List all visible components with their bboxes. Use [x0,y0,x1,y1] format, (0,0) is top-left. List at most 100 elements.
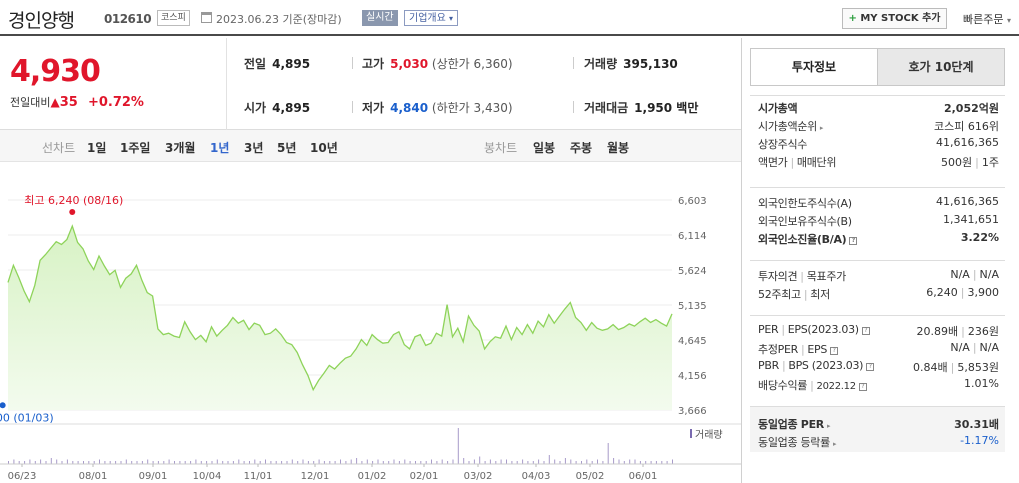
volume-bar [232,461,234,464]
info-value: 41,616,365 [936,136,999,149]
info-label: 외국인한도주식수(A) [758,197,852,210]
info-row[interactable]: PBR | BPS (2023.03)? 0.84배 | 5,853원 [750,357,1005,375]
info-row[interactable]: 시가총액순위 ▸ 코스피 616위 [750,116,1005,134]
price-chart[interactable]: 6,603 6,114 5,624 5,135 4,645 4,156 3,666 최고 6,… [0,162,741,483]
info-label: 투자의견 | 목표주가 [758,270,846,283]
help-icon[interactable]: ? [849,237,858,245]
volume-bar [195,459,197,464]
info-row[interactable]: PER | EPS(2023.03)? 20.89배 | 236원 [750,321,1005,339]
period-1w[interactable]: 1주일 [120,141,151,155]
period-5y[interactable]: 5년 [277,141,297,155]
volume-legend-swatch [690,429,692,438]
info-value: 3.22% [960,231,999,244]
divider [352,101,353,113]
info-value: 6,240 | 3,900 [926,286,999,299]
info-value: 1,341,651 [943,213,999,226]
y-tick-label: 4,156 [678,371,707,382]
volume-bar [431,459,432,464]
volume-bar [216,459,218,464]
high-marker [69,208,76,215]
period-1y[interactable]: 1년 [210,141,230,155]
volume-bar [484,461,486,464]
info-label: 액면가 | 매매단위 [758,156,837,169]
info-row[interactable]: 동일업종 PER ▸ 30.31배 [750,414,1005,432]
change-label: 전일대비 [10,96,51,109]
period-1d[interactable]: 1일 [87,141,107,155]
chevron-down-icon: ▾ [1006,16,1011,25]
info-block-opinion: 투자의견 | 목표주가 N/A | N/A 52주최고 | 최저 6,240 | 3,900 [750,260,1005,308]
volume-bar [29,459,31,464]
candle-monthly[interactable]: 월봉 [607,141,630,155]
info-value: 코스피 616위 [934,120,999,133]
add-mystock-button[interactable]: + MY STOCK 추가 [842,8,947,29]
volume-bar [115,461,117,464]
y-tick-label: 6,114 [678,231,707,242]
volume-bar [409,461,411,464]
info-row[interactable]: 외국인소진율(B/A)? 3.22% [750,229,1005,247]
help-icon[interactable]: ? [861,327,870,335]
help-icon[interactable]: ? [830,347,839,355]
volume-bar [120,461,122,464]
tab-orderbook-10[interactable]: 호가 10단계 [877,49,1004,85]
volume-bar [452,459,454,464]
volume-bar [522,459,524,464]
info-row[interactable]: 추정PER | EPS? N/A | N/A [750,339,1005,357]
stock-code: 012610 [104,12,152,26]
tab-investment-info[interactable]: 투자정보 [751,49,877,85]
realtime-button[interactable]: 실시간 [362,10,398,26]
volume-bar [141,461,143,464]
volume-bar [206,461,208,464]
volume-bar [382,461,384,464]
info-row: 투자의견 | 목표주가 N/A | N/A [750,266,1005,284]
volume-bar [77,461,79,464]
period-3m[interactable]: 3개월 [165,141,196,155]
low-marker [0,402,6,409]
volume-bar [356,458,358,464]
volume-bar [152,461,154,464]
chevron-right-icon: ▸ [819,124,824,132]
volume-bar [366,459,368,464]
volume-bar [500,459,502,464]
info-label: 상장주식수 [758,138,808,151]
volume-bar [131,461,133,464]
volume-bar [334,461,336,464]
candle-daily[interactable]: 일봉 [533,141,556,155]
x-tick-label: 12/01 [301,471,330,482]
info-value: -1.17% [960,434,999,447]
up-triangle-icon: ▲ [50,95,60,109]
volume-bar [532,461,534,464]
volume-bar [18,461,20,464]
volume-bar [554,459,556,464]
info-row[interactable]: 배당수익률 | 2022.12? 1.01% [750,375,1005,393]
info-row[interactable]: 동일업종 등락률 ▸ -1.17% [750,432,1005,450]
volume-bar [259,461,261,464]
company-overview-label: 기업개요 [409,13,446,24]
volume-bar [623,461,625,464]
help-icon[interactable]: ? [858,383,867,391]
info-block-valuation: PER | EPS(2023.03)? 20.89배 | 236원 추정PER | EPS? N… [750,315,1005,399]
info-label: 시가총액 [758,102,798,115]
volume-bar [88,461,90,464]
market-badge: 코스피 [157,10,190,26]
calendar-icon [201,12,212,23]
period-10y[interactable]: 10년 [310,141,338,155]
company-name: 경인양행 [8,10,75,32]
info-label: 52주최고 | 최저 [758,288,830,301]
stat-label: 전일 [244,57,267,71]
divider [352,57,353,69]
volume-bar [61,461,63,464]
volume-bar [495,461,497,464]
volume-bar [104,461,106,464]
candle-weekly[interactable]: 주봉 [570,141,593,155]
period-3y[interactable]: 3년 [244,141,264,155]
volume-bar [24,461,26,464]
y-tick-label: 6,603 [678,196,707,207]
company-overview-button[interactable]: 기업개요 ▾ [404,10,459,26]
quick-order-button[interactable]: 빠른주문 ▾ [963,11,1011,27]
help-icon[interactable]: ? [866,363,875,371]
volume-bar [564,458,566,464]
volume-bar [645,461,647,464]
stat-label: 시가 [244,101,267,115]
y-tick-label: 3,666 [678,406,707,417]
volume-bar [243,461,245,464]
